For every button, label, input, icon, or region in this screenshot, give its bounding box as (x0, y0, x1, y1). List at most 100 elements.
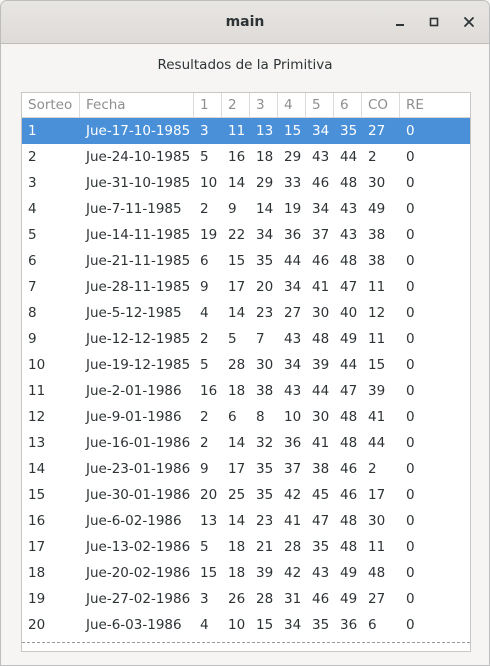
table-row[interactable]: 18 Jue-20-02-1986 15 18 39 42 43 49 48 0 (22, 560, 470, 586)
table-cell: 12 (368, 305, 386, 321)
table-cell: 36 (284, 435, 302, 451)
table-cell: Jue-5-12-1985 (86, 305, 182, 321)
table-cell: 0 (406, 487, 415, 503)
table-cell: 43 (340, 227, 358, 243)
table-cell: 36 (340, 617, 358, 633)
table-row[interactable]: 14 Jue-23-01-1986 9 17 35 37 38 46 2 0 (22, 456, 470, 482)
table-cell: Jue-14-11-1985 (86, 227, 191, 243)
table-cell: 43 (312, 149, 330, 165)
close-icon (464, 17, 474, 27)
table-row[interactable]: 1 Jue-17-10-1985 3 11 13 15 34 35 27 0 (22, 118, 470, 144)
table-cell: 0 (406, 435, 415, 451)
column-header[interactable]: 1 (194, 93, 222, 117)
table-cell: 44 (340, 357, 358, 373)
table-cell: Jue-13-02-1986 (86, 539, 191, 555)
table-cell: Jue-31-10-1985 (86, 175, 191, 191)
column-header[interactable]: RE (406, 97, 424, 113)
table-row[interactable]: 11 Jue-2-01-1986 16 18 38 43 44 47 39 0 (22, 378, 470, 404)
table-row[interactable]: 3 Jue-31-10-1985 10 14 29 33 46 48 30 0 (22, 170, 470, 196)
table-cell: 34 (284, 617, 302, 633)
table-cell: 38 (368, 227, 386, 243)
table-cell: 33 (284, 175, 302, 191)
table-cell: 3 (28, 175, 37, 191)
table-cell: 5 (200, 149, 209, 165)
table-cell: 38 (312, 461, 330, 477)
table-cell: 19 (200, 227, 218, 243)
table-cell: 43 (340, 201, 358, 217)
table-cell: 22 (228, 227, 246, 243)
table-cell: Jue-23-01-1986 (86, 461, 191, 477)
table-cell: 35 (340, 123, 358, 139)
table-cell: 5 (200, 357, 209, 373)
table-cell: 41 (368, 409, 386, 425)
table-cell: 37 (312, 227, 330, 243)
column-header[interactable]: 5 (306, 93, 334, 117)
minimize-button[interactable] (391, 13, 409, 31)
table-cell: 10 (200, 175, 218, 191)
table-row[interactable]: 20 Jue-6-03-1986 4 10 15 34 35 36 6 0 (22, 612, 470, 638)
column-header[interactable]: CO (362, 93, 400, 117)
table-row[interactable]: 5 Jue-14-11-1985 19 22 34 36 37 43 38 0 (22, 222, 470, 248)
table-row[interactable]: 12 Jue-9-01-1986 2 6 8 10 30 48 41 0 (22, 404, 470, 430)
table-row[interactable]: 6 Jue-21-11-1985 6 15 35 44 46 48 38 0 (22, 248, 470, 274)
table-cell: 13 (28, 435, 46, 451)
column-header[interactable]: 6 (334, 93, 362, 117)
table-row[interactable]: 7 Jue-28-11-1985 9 17 20 34 41 47 11 0 (22, 274, 470, 300)
table-cell: 25 (228, 487, 246, 503)
table-row[interactable]: 8 Jue-5-12-1985 4 14 23 27 30 40 12 0 (22, 300, 470, 326)
table-cell: 49 (340, 565, 358, 581)
table-cell: 28 (256, 591, 274, 607)
table-cell: 14 (28, 461, 46, 477)
column-header[interactable]: 4 (278, 93, 306, 117)
column-header[interactable]: 2 (222, 93, 250, 117)
column-header[interactable]: Sorteo (22, 93, 80, 117)
table-cell: 39 (312, 357, 330, 373)
results-table[interactable]: Sorteo Fecha 1 2 3 4 5 6 CO RE 1 Jue-17-10-1985 3 11… (21, 92, 471, 652)
table-cell: 39 (256, 565, 274, 581)
table-row[interactable]: 16 Jue-6-02-1986 13 14 23 41 47 48 30 0 (22, 508, 470, 534)
table-cell: 48 (340, 435, 358, 451)
table-cell: 9 (200, 279, 209, 295)
maximize-button[interactable] (425, 13, 443, 31)
table-cell: 48 (340, 539, 358, 555)
table-cell: 6 (368, 617, 377, 633)
table-row[interactable]: 15 Jue-30-01-1986 20 25 35 42 45 46 17 0 (22, 482, 470, 508)
table-cell: 0 (406, 123, 415, 139)
table-cell: 27 (368, 123, 386, 139)
table-cell: 30 (368, 513, 386, 529)
table-row[interactable]: 4 Jue-7-11-1985 2 9 14 19 34 43 49 0 (22, 196, 470, 222)
table-cell: 34 (284, 279, 302, 295)
column-header[interactable]: Fecha (80, 93, 194, 117)
page-title: Resultados de la Primitiva (157, 57, 333, 73)
title-bar[interactable]: main (1, 1, 489, 44)
table-cell: 16 (228, 149, 246, 165)
table-cell: Jue-20-02-1986 (86, 565, 191, 581)
table-row[interactable]: 13 Jue-16-01-1986 2 14 32 36 41 48 44 0 (22, 430, 470, 456)
close-button[interactable] (460, 13, 478, 31)
table-cell: 2 (200, 409, 209, 425)
table-row[interactable]: 2 Jue-24-10-1985 5 16 18 29 43 44 2 0 (22, 144, 470, 170)
table-cell: 35 (312, 539, 330, 555)
table-cell: 10 (228, 617, 246, 633)
table-row[interactable]: 9 Jue-12-12-1985 2 5 7 43 48 49 11 0 (22, 326, 470, 352)
column-header[interactable]: 3 (250, 93, 278, 117)
table-cell: 2 (368, 149, 377, 165)
table-cell: 3 (200, 591, 209, 607)
table-cell: Jue-27-02-1986 (86, 591, 191, 607)
table-row[interactable]: 10 Jue-19-12-1985 5 28 30 34 39 44 15 0 (22, 352, 470, 378)
table-cell: 7 (256, 331, 265, 347)
table-cell: 36 (284, 227, 302, 243)
table-cell: 16 (200, 383, 218, 399)
table-cell: 32 (256, 435, 274, 451)
table-row[interactable]: 19 Jue-27-02-1986 3 26 28 31 46 49 27 0 (22, 586, 470, 612)
table-cell: 0 (406, 227, 415, 243)
table-row[interactable]: 17 Jue-13-02-1986 5 18 21 28 35 48 11 0 (22, 534, 470, 560)
table-cell: 31 (284, 591, 302, 607)
table-cell: Jue-6-02-1986 (86, 513, 182, 529)
table-cell: 5 (200, 539, 209, 555)
table-cell: 20 (256, 279, 274, 295)
table-cell: 15 (368, 357, 386, 373)
table-cell: 2 (200, 435, 209, 451)
table-cell: 34 (284, 357, 302, 373)
